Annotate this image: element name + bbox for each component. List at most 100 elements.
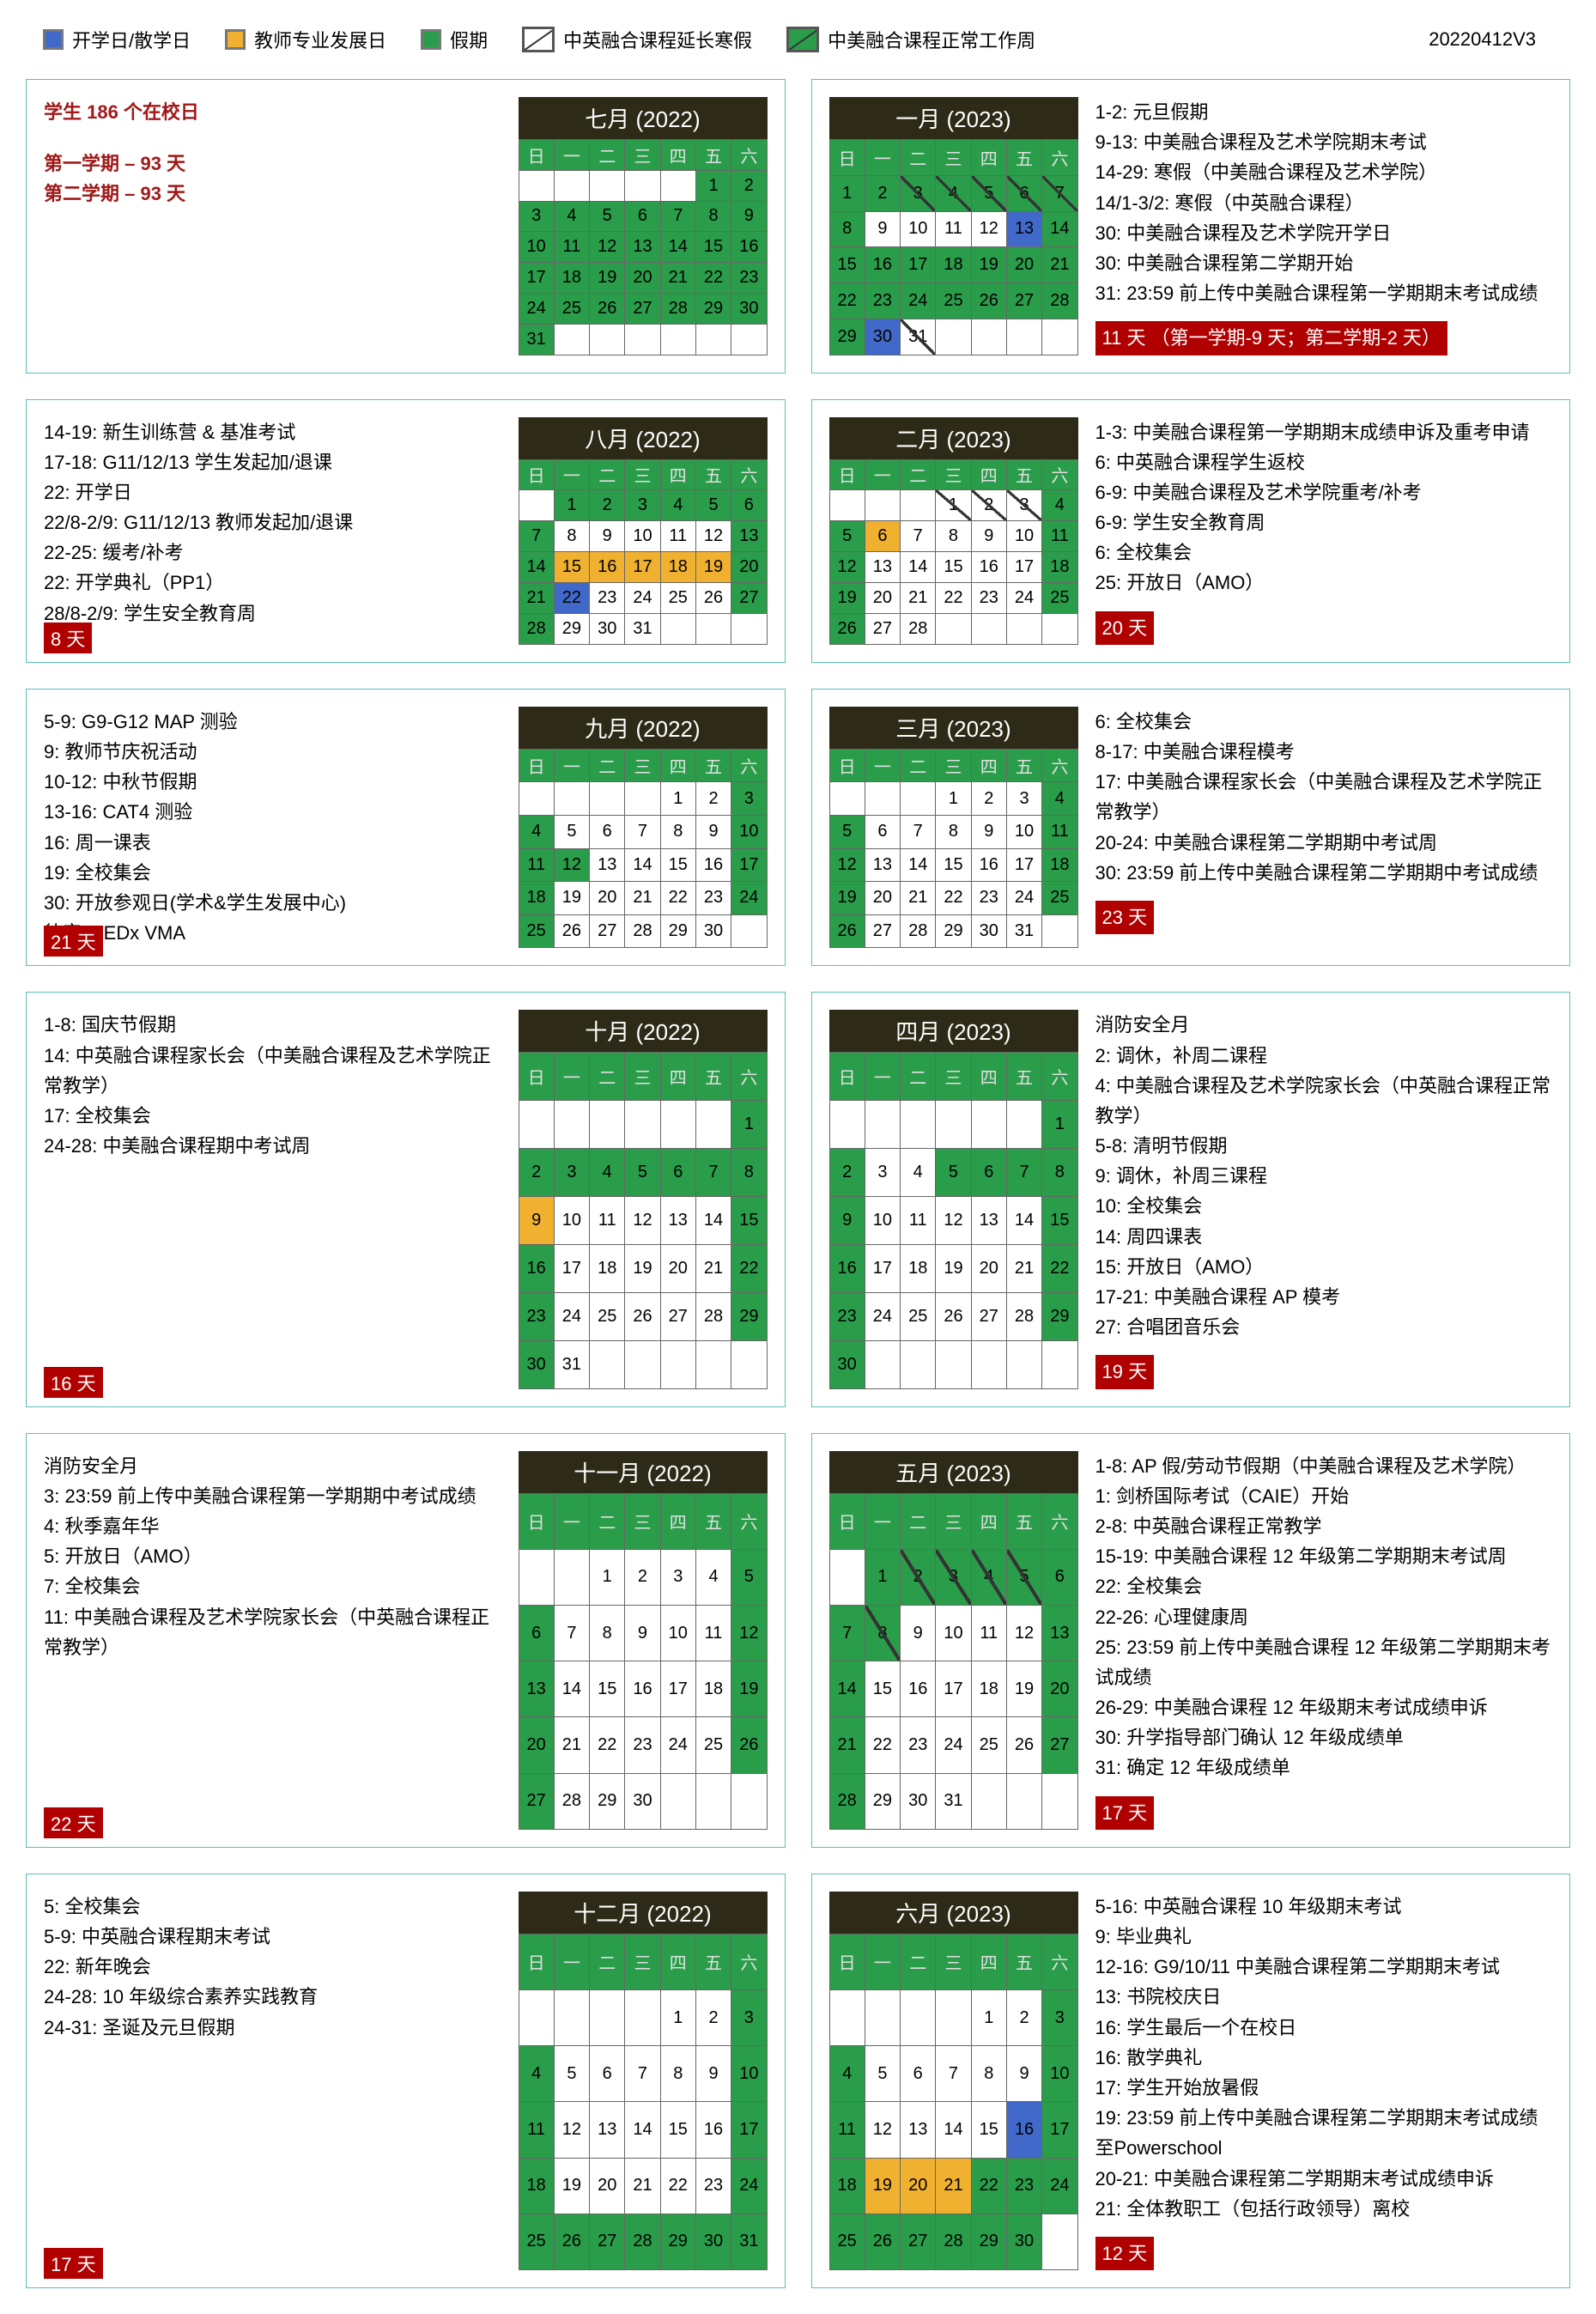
day-cell: 16 [901,1661,936,1717]
day-cell: 18 [660,552,695,583]
day-cell: 17 [1006,552,1041,583]
day-cell: 5 [625,1149,660,1197]
day-cell: 7 [660,201,695,232]
dow-header: 二 [901,459,936,490]
day-cell: 2 [971,782,1006,816]
day-cell: 19 [590,263,625,294]
dow-header: 四 [971,140,1006,176]
day-cell: 29 [1042,1292,1077,1340]
day-cell: 12 [865,2102,900,2158]
day-cell: 1 [971,1990,1006,2046]
day-cell [625,782,660,816]
month-notes: 1-8: AP 假/劳动节假期（中美融合课程及艺术学院） 1: 剑桥国际考试（C… [1095,1451,1553,1830]
day-cell: 29 [554,613,589,644]
day-cell [590,1990,625,2046]
day-cell [865,1101,900,1149]
dow-header: 二 [901,1053,936,1101]
day-cell: 6 [590,815,625,848]
dow-header: 一 [865,140,900,176]
day-cell: 16 [695,848,731,882]
day-cell: 19 [829,583,865,614]
day-cell: 23 [695,882,731,915]
dow-header: 四 [660,1934,695,1989]
day-cell: 18 [829,2158,865,2214]
day-cell: 18 [590,1244,625,1292]
day-cell [695,1773,731,1829]
dow-header: 四 [971,1493,1006,1549]
day-cell: 19 [554,882,589,915]
dow-header: 五 [1006,1493,1041,1549]
day-cell [590,170,625,201]
dow-header: 四 [971,459,1006,490]
day-cell [1006,613,1041,644]
day-cell: 3 [1042,1990,1077,2046]
dow-header: 三 [936,1934,971,1989]
day-cell: 9 [971,521,1006,552]
day-cell: 5 [590,201,625,232]
day-cell: 7 [625,2046,660,2102]
day-cell: 17 [554,1244,589,1292]
day-cell [971,319,1006,355]
day-cell: 18 [1042,848,1077,882]
dow-header: 五 [695,1493,731,1549]
day-cell: 29 [865,1773,900,1829]
day-cell: 7 [936,2046,971,2102]
day-cell: 15 [660,848,695,882]
day-cell: 20 [1006,247,1041,283]
day-cell: 13 [590,2102,625,2158]
month-title: 六月 (2023) [829,1892,1078,1934]
day-cell: 5 [554,2046,589,2102]
legend-holiday: 假期 [421,26,488,53]
day-cell: 7 [901,815,936,848]
day-cell: 26 [554,2214,589,2269]
dow-header: 二 [590,1934,625,1989]
day-cell: 27 [1006,283,1041,319]
day-cell: 9 [695,2046,731,2102]
day-cell: 14 [1006,1196,1041,1244]
dow-header: 三 [936,1493,971,1549]
day-cell: 19 [731,1661,767,1717]
dow-header: 一 [554,140,589,171]
yellow-square-icon [225,29,246,50]
day-cell: 26 [554,914,589,948]
day-cell: 12 [731,1605,767,1661]
dow-header: 二 [901,1934,936,1989]
day-cell: 30 [865,319,900,355]
day-cell: 28 [901,914,936,948]
day-cell: 20 [590,2158,625,2214]
day-cell: 13 [865,552,900,583]
dow-header: 五 [695,1934,731,1989]
day-cell: 4 [936,175,971,211]
day-cell: 14 [660,232,695,263]
day-cell: 5 [829,815,865,848]
day-cell: 10 [1006,521,1041,552]
month-calendar: 十月 (2022)日一二三四五六123456789101112131415161… [519,1010,768,1388]
day-cell: 24 [554,1292,589,1340]
day-cell: 7 [554,1605,589,1661]
day-cell: 12 [829,552,865,583]
day-cell [731,324,767,355]
day-cell [660,613,695,644]
day-cell: 5 [829,521,865,552]
legend-label: 假期 [450,26,488,53]
day-cell: 2 [971,490,1006,521]
day-cell: 1 [660,782,695,816]
day-cell [1042,319,1077,355]
day-cell: 21 [901,882,936,915]
day-cell: 6 [1006,175,1041,211]
day-cell: 16 [971,848,1006,882]
day-cell: 30 [901,1773,936,1829]
day-cell: 8 [731,1149,767,1197]
day-cell [660,1773,695,1829]
day-cell: 26 [829,914,865,948]
dow-header: 日 [519,1934,554,1989]
day-cell: 24 [865,1292,900,1340]
day-cell: 12 [625,1196,660,1244]
day-cell: 26 [625,1292,660,1340]
day-cell: 4 [660,490,695,521]
dow-header: 二 [901,1493,936,1549]
day-cell [554,1990,589,2046]
day-cell [1042,1340,1077,1388]
month-calendar: 十一月 (2022)日一二三四五六12345678910111213141516… [519,1451,768,1830]
month-title: 九月 (2022) [519,707,768,749]
